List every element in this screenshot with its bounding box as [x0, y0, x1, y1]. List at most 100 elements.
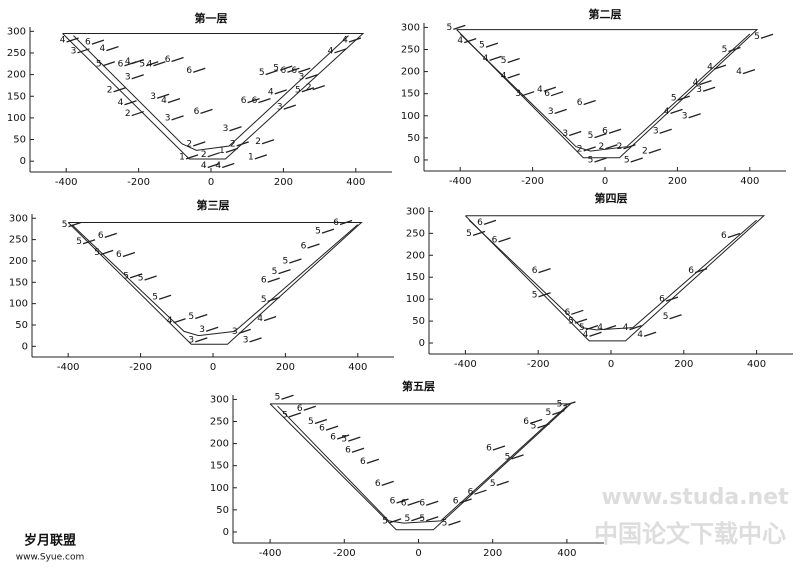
segment	[131, 59, 144, 65]
segment	[381, 480, 394, 486]
segment	[594, 157, 607, 163]
segment	[325, 425, 339, 431]
layer-label: 4	[215, 161, 221, 171]
segment	[396, 498, 409, 504]
layer-label: 4	[693, 78, 699, 88]
layer-label: 4	[118, 98, 124, 108]
layer-label: 3	[562, 129, 568, 139]
watermark-left-name: 岁月联盟	[24, 533, 76, 549]
layer-label: 4	[637, 330, 643, 340]
segment	[694, 268, 708, 274]
segment	[207, 152, 220, 158]
segment	[102, 61, 115, 67]
layer-label: 4	[707, 63, 713, 73]
y-tick-label: 100	[9, 299, 28, 310]
layer-label: 2	[642, 147, 648, 157]
segment	[287, 67, 300, 73]
layer-label: 3	[165, 113, 171, 123]
layer-label: 6	[241, 96, 247, 106]
segment	[459, 498, 472, 504]
layer-label: 6	[688, 266, 694, 276]
segment	[263, 315, 277, 322]
y-tick-label: 50	[15, 320, 28, 331]
segment	[334, 48, 347, 54]
segment	[552, 410, 565, 416]
x-tick-label: 200	[668, 176, 687, 187]
layer-label: 5	[490, 479, 496, 489]
segment	[207, 162, 220, 169]
layer-label: 5	[341, 435, 347, 445]
layer-label: 6	[486, 444, 492, 454]
layer-label: 4	[201, 161, 207, 171]
segment	[305, 74, 318, 80]
segment	[760, 33, 774, 39]
segment	[388, 518, 402, 524]
layer-label: 3	[548, 107, 554, 117]
segment	[483, 219, 497, 225]
y-tick-label: 200	[9, 256, 28, 267]
layer-label: 5	[446, 23, 452, 33]
segment	[630, 157, 643, 163]
layer-label: 3	[199, 325, 205, 335]
segment	[146, 61, 159, 67]
x-tick-label: 400	[557, 548, 576, 559]
segment	[348, 37, 362, 43]
y-tick-label: 100	[210, 483, 229, 494]
segment	[247, 97, 260, 104]
layer-label: 4	[328, 46, 334, 56]
y-tick-label: 50	[407, 133, 420, 144]
segment	[91, 39, 105, 45]
layer-label: 5	[273, 64, 279, 74]
layer-label: 6	[291, 66, 297, 76]
segment	[283, 104, 296, 110]
layer-label: 6	[116, 250, 122, 260]
segment	[472, 230, 486, 236]
layer-label: 5	[624, 155, 630, 165]
layer-label: 2	[125, 109, 131, 119]
segment	[158, 294, 172, 300]
layer-label: 5	[261, 295, 267, 305]
y-tick-label: 200	[7, 70, 26, 81]
valley-outline	[62, 32, 365, 160]
y-tick-label: 300	[9, 213, 28, 224]
layer-label: 6	[602, 127, 608, 137]
segment	[303, 405, 316, 411]
layer-label: 6	[98, 231, 104, 241]
segment	[124, 100, 137, 106]
x-tick-label: -200	[127, 177, 150, 188]
layer-label: 6	[468, 488, 474, 498]
y-tick-label: 200	[210, 439, 229, 450]
segment	[529, 418, 543, 425]
layer-label: 2	[255, 137, 261, 147]
segment	[702, 86, 716, 92]
panel-title: 第一层	[195, 11, 228, 25]
layer-label: 5	[568, 317, 574, 327]
segment	[267, 277, 280, 283]
segment	[171, 56, 184, 63]
layer-label: 5	[442, 519, 448, 529]
layer-label: 5	[501, 56, 507, 66]
segment	[538, 268, 551, 274]
segment	[222, 162, 235, 169]
segment	[195, 313, 208, 320]
layer-label: 5	[663, 312, 669, 322]
segment	[288, 412, 302, 418]
layer-label: 6	[252, 96, 258, 106]
segment	[131, 110, 144, 117]
segment	[550, 91, 564, 97]
layer-label: 6	[261, 276, 267, 286]
segment	[68, 222, 81, 228]
segment	[229, 126, 242, 132]
segment	[574, 318, 588, 324]
segment	[131, 74, 144, 80]
segment	[279, 65, 293, 71]
y-tick-label: 150	[7, 91, 26, 102]
layer-label: 6	[165, 55, 171, 65]
segment	[129, 273, 143, 279]
y-tick-label: 300	[210, 394, 229, 405]
segment	[571, 309, 584, 315]
y-tick-label: 150	[406, 272, 425, 283]
x-tick-label: 0	[415, 548, 421, 559]
segment	[185, 154, 199, 160]
segment	[167, 97, 181, 104]
